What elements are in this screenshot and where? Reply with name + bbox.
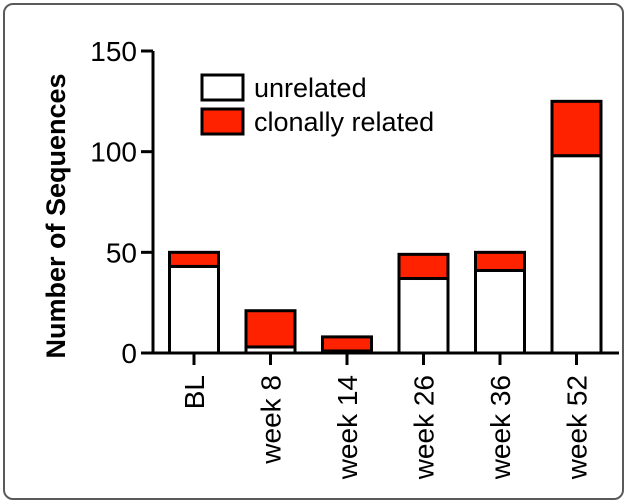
bars-group bbox=[168, 99, 603, 355]
y-tick-label: 100 bbox=[90, 137, 137, 168]
bar-segment-clonally-related bbox=[244, 309, 297, 349]
x-labels-group: BL week 8 week 14 week 26 week 36 week 52 bbox=[179, 353, 593, 480]
bar-segment-clonally-related bbox=[550, 99, 603, 158]
legend-label: clonally related bbox=[254, 107, 434, 137]
y-axis-title: Number of Sequences bbox=[41, 73, 71, 358]
bar-segment-unrelated bbox=[474, 268, 526, 355]
bar-segment-clonally-related bbox=[168, 250, 220, 268]
x-category-label: BL bbox=[179, 375, 210, 409]
x-category-label: week 8 bbox=[256, 375, 287, 465]
y-ticks-group: 0 50 100 150 bbox=[90, 36, 153, 369]
legend-label: unrelated bbox=[254, 73, 367, 103]
y-tick-label: 150 bbox=[90, 36, 137, 67]
bar-segment-unrelated bbox=[397, 277, 450, 355]
legend: unrelated clonally related bbox=[200, 73, 434, 137]
x-category-label: week 14 bbox=[332, 375, 363, 480]
bar-segment-unrelated bbox=[168, 264, 220, 355]
bar-segment-clonally-related bbox=[397, 252, 450, 281]
bar-segment-clonally-related bbox=[321, 335, 373, 353]
x-category-label: week 26 bbox=[409, 375, 440, 480]
x-category-label: week 52 bbox=[562, 375, 593, 480]
axes-group bbox=[151, 51, 619, 355]
x-category-label: week 36 bbox=[485, 375, 516, 480]
bar-segment-unrelated bbox=[550, 154, 603, 355]
legend-swatch-unrelated bbox=[200, 73, 245, 102]
bar-segment-clonally-related bbox=[474, 250, 526, 272]
stacked-bar-chart: 0 50 100 150 BL week 8 week 14 week 26 week 36 w… bbox=[41, 36, 619, 480]
legend-swatch-clonally-related bbox=[200, 107, 245, 136]
y-tick-label: 50 bbox=[106, 237, 137, 268]
chart-frame: 0 50 100 150 BL week 8 week 14 week 26 week 36 w… bbox=[3, 3, 624, 500]
y-tick-label: 0 bbox=[121, 338, 137, 369]
